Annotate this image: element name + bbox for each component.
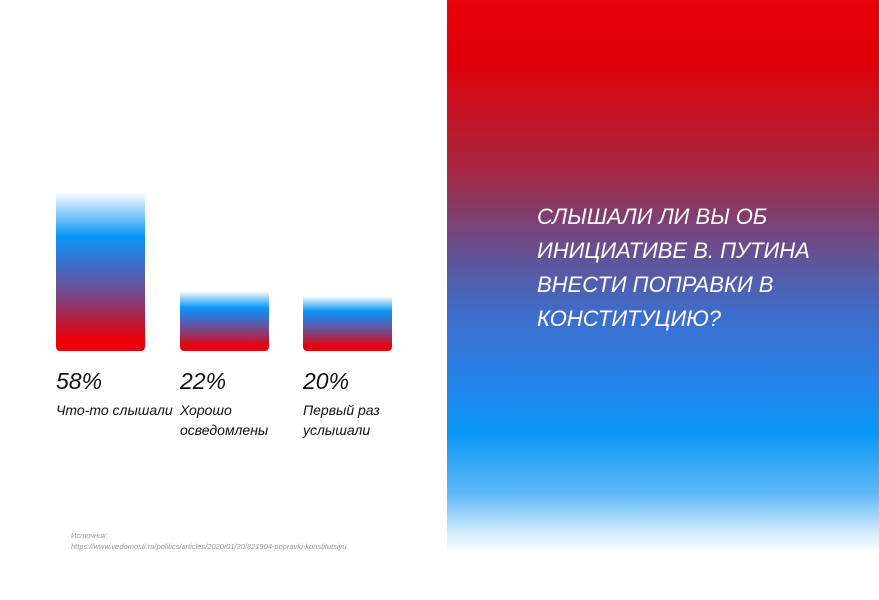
question-panel: Слышали ли вы об инициативе В. Путина вн… — [447, 0, 879, 600]
value-label: 58% — [56, 368, 103, 394]
bar-chart: 58% Что-то слышали 22% Хорошо осведомлены 20… — [56, 192, 392, 438]
source-note: Источник: https://www.vedomosti.ru/polit… — [71, 530, 347, 552]
question-title: Слышали ли вы об инициативе В. Путина вн… — [537, 204, 810, 331]
bar-2 — [180, 290, 269, 351]
category-label: Первый раз услышали — [303, 402, 380, 438]
source-label: Источник: — [71, 531, 108, 540]
bar-1 — [56, 192, 145, 351]
category-label: Что-то слышали — [56, 402, 173, 418]
source-url: https://www.vedomosti.ru/politics/articl… — [71, 542, 347, 551]
category-label: Хорошо осведомлены — [180, 402, 269, 438]
value-label: 20% — [303, 368, 350, 394]
bar-3 — [303, 296, 392, 351]
value-label: 22% — [180, 368, 227, 394]
